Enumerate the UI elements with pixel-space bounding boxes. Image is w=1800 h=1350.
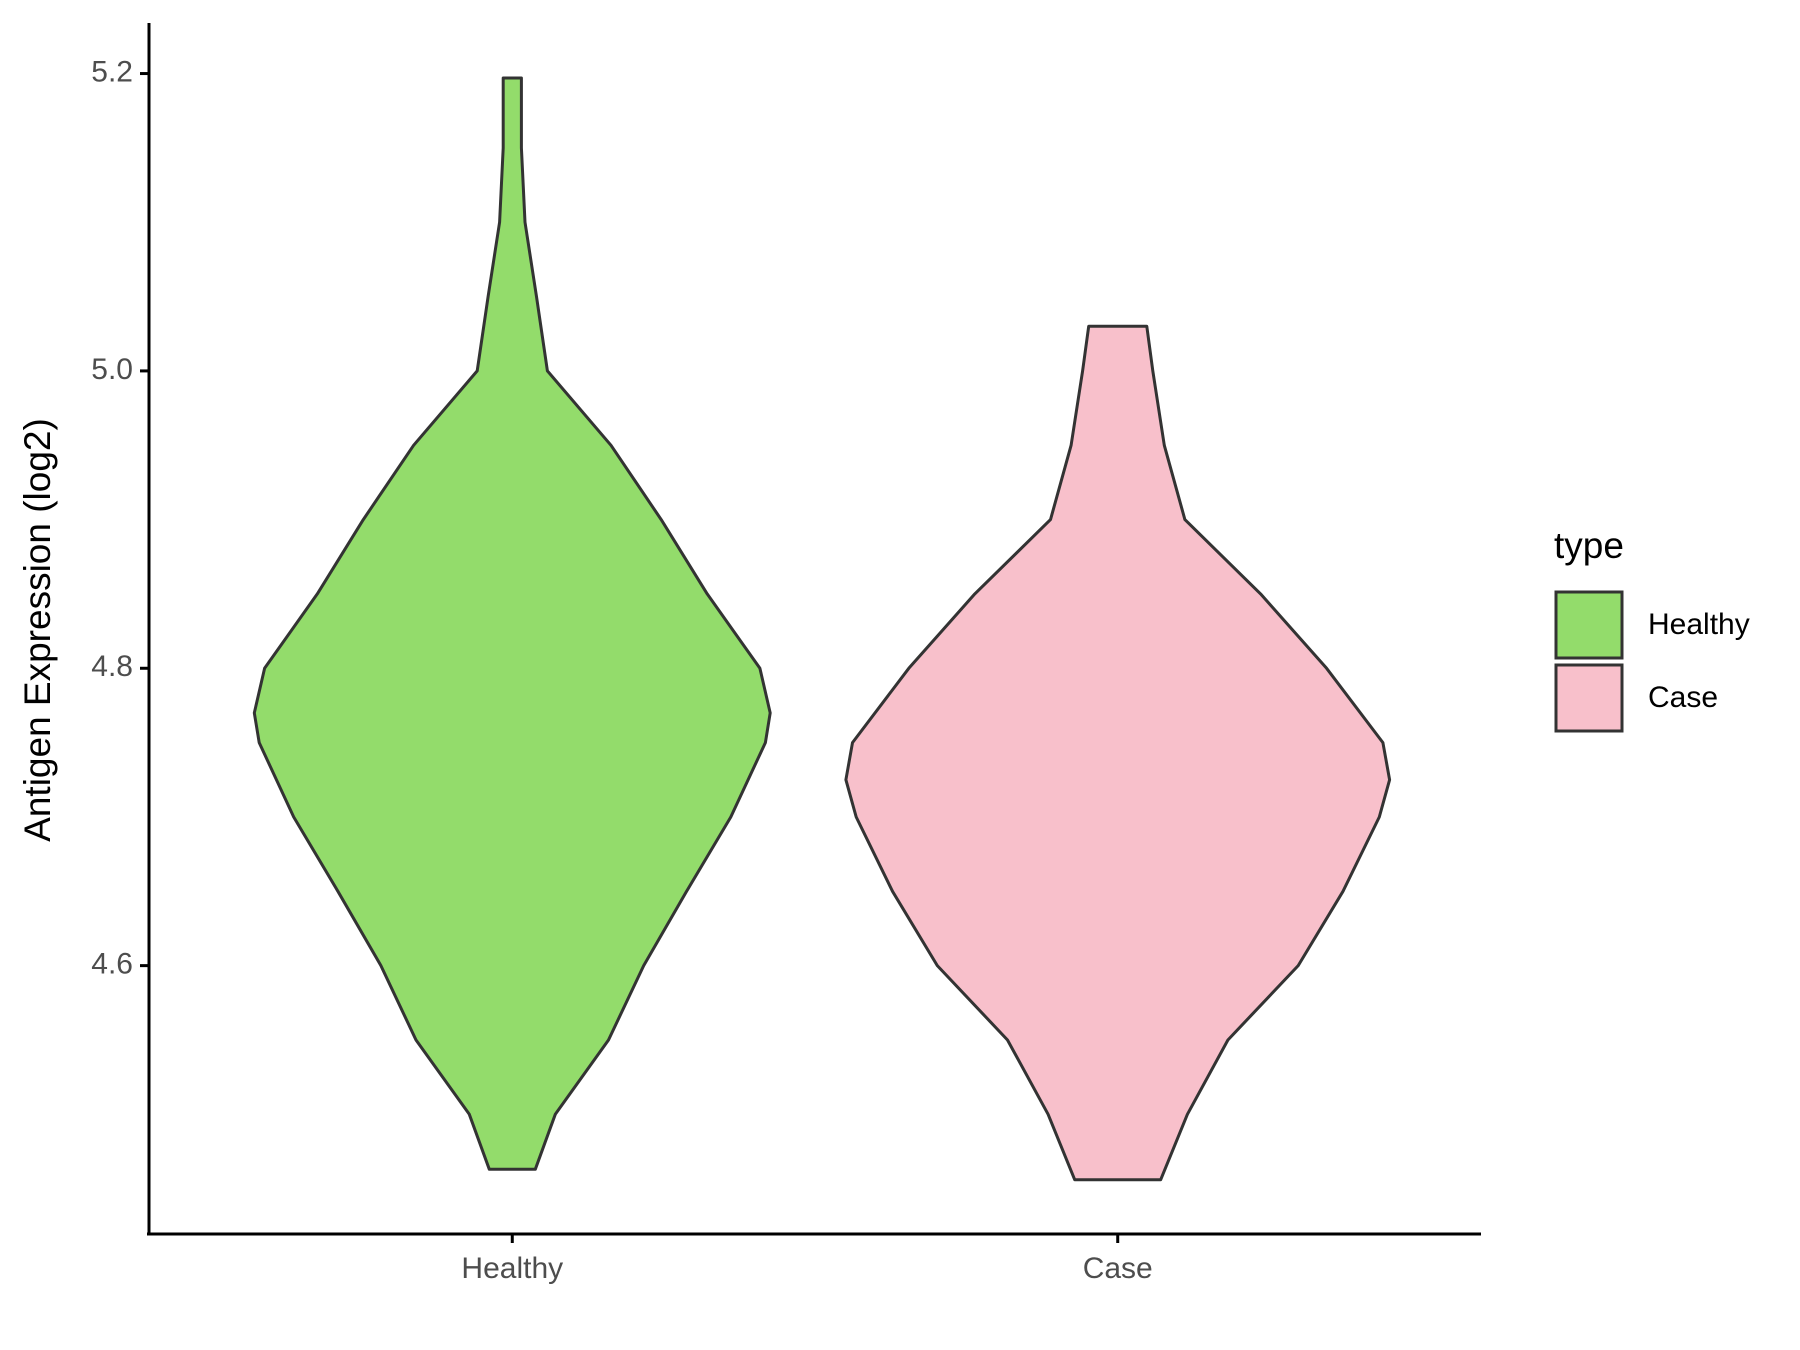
x-tick-label: Case [1083, 1252, 1153, 1285]
x-tick-label: Healthy [461, 1252, 563, 1285]
violin [252, 76, 772, 1171]
legend-label: Case [1648, 681, 1718, 714]
legend-label: Healthy [1648, 608, 1750, 641]
y-tick-label: 4.6 [91, 948, 133, 981]
violin [844, 324, 1392, 1182]
y-tick-label: 5.0 [91, 353, 133, 386]
y-axis-title: Antigen Expression (log2) [17, 418, 58, 842]
legend-key [1554, 590, 1624, 660]
legend-title: type [1554, 525, 1624, 566]
y-tick-label: 4.8 [91, 650, 133, 683]
legend-key [1554, 663, 1624, 733]
y-tick-label: 5.2 [91, 55, 133, 88]
